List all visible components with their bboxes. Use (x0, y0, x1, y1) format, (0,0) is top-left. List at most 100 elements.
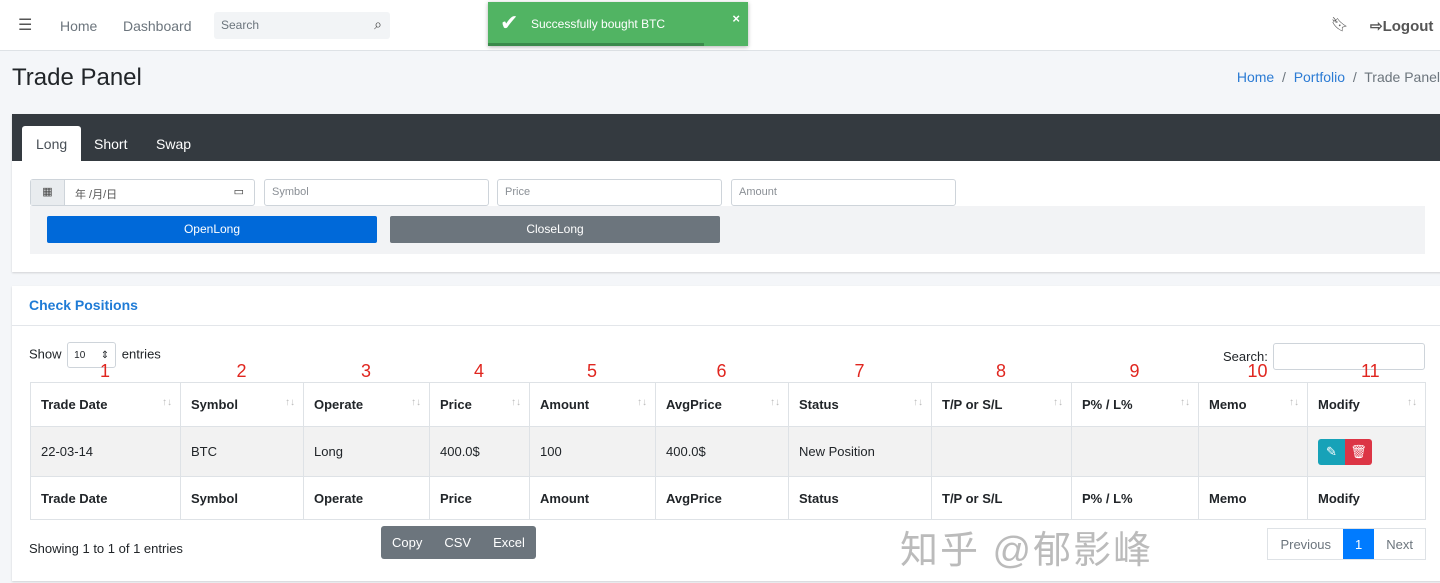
table-cell: 400.0$ (655, 426, 789, 477)
csv-button[interactable]: CSV (444, 535, 472, 550)
calendar-icon: ▦ (31, 180, 65, 205)
nav-search-input[interactable]: Search ⌕ (214, 12, 390, 39)
table-cell: 400.0$ (429, 426, 530, 477)
column-label: Modify (1318, 397, 1360, 412)
table-search-input[interactable] (1273, 343, 1425, 370)
tab-swap[interactable]: Swap (156, 136, 192, 152)
positions-title: Check Positions (29, 297, 138, 313)
sort-icon[interactable]: ↑↓ (511, 397, 521, 408)
breadcrumb-home[interactable]: Home (1236, 69, 1275, 85)
toast-progress (488, 43, 704, 46)
sort-icon[interactable]: ↑↓ (162, 397, 172, 408)
breadcrumb-current: Trade Panel (1364, 69, 1440, 85)
success-toast: ✔ Successfully bought BTC × (488, 2, 748, 46)
tab-short[interactable]: Short (94, 136, 128, 152)
sort-icon[interactable]: ↑↓ (1289, 397, 1299, 408)
pagination: Previous 1 Next (1267, 528, 1426, 560)
nav-home[interactable]: Home (60, 18, 98, 34)
column-footer: T/P or S/L (931, 476, 1072, 520)
nav-dashboard[interactable]: Dashboard (123, 18, 192, 34)
tab-long[interactable]: Long (22, 126, 82, 161)
menu-icon[interactable]: ☰ (18, 17, 33, 34)
search-icon[interactable]: ⌕ (374, 16, 382, 32)
entries-select[interactable]: 10 ⇕ (67, 342, 117, 368)
column-label: T/P or S/L (942, 397, 1003, 412)
positions-table: Trade Date ↑↓ Symbol ↑↓ Operate ↑↓ Price ↑↓ Amou… (30, 382, 1426, 520)
column-label: AvgPrice (666, 397, 722, 412)
action-row: OpenLong CloseLong (30, 206, 1425, 254)
page-1-button[interactable]: 1 (1343, 529, 1375, 559)
table-cell (1198, 426, 1308, 477)
table-cell (931, 426, 1072, 477)
column-footer: Price (429, 476, 530, 520)
breadcrumb-portfolio[interactable]: Portfolio (1293, 69, 1346, 85)
column-header[interactable]: Modify ↑↓ (1307, 382, 1426, 427)
column-footer: Modify (1307, 476, 1426, 520)
column-header[interactable]: Amount ↑↓ (529, 382, 656, 427)
date-picker-icon[interactable]: ▭ (233, 186, 244, 198)
column-footer: Amount (529, 476, 656, 520)
column-header[interactable]: P% / L% ↑↓ (1071, 382, 1199, 427)
logout-button[interactable]: ⇨Logout (1370, 18, 1434, 35)
sort-icon[interactable]: ↑↓ (913, 397, 923, 408)
close-icon[interactable]: × (732, 11, 740, 26)
column-annotation: 7 (854, 361, 865, 381)
symbol-input[interactable]: Symbol (264, 179, 489, 206)
column-header[interactable]: Operate ↑↓ (303, 382, 430, 427)
column-footer: Symbol (180, 476, 304, 520)
column-label: Trade Date (41, 397, 108, 412)
edit-icon[interactable]: ✎ (1318, 438, 1345, 465)
column-annotation: 5 (587, 361, 598, 381)
sort-icon[interactable]: ↑↓ (1407, 397, 1417, 408)
close-long-button[interactable]: CloseLong (390, 216, 720, 243)
entries-length: Show 10 ⇕ entries (29, 342, 161, 368)
sort-icon[interactable]: ↑↓ (411, 397, 421, 408)
amount-input[interactable]: Amount (731, 179, 956, 206)
column-label: Memo (1209, 397, 1247, 412)
excel-button[interactable]: Excel (493, 535, 525, 550)
date-placeholder: 年 /月/日 (75, 189, 118, 201)
breadcrumb: Home / Portfolio / Trade Panel (1236, 69, 1440, 85)
column-annotation: 1 (100, 361, 111, 381)
next-button[interactable]: Next (1386, 537, 1413, 552)
price-input[interactable]: Price (497, 179, 722, 206)
positions-card: Check Positions Show 10 ⇕ entries Search… (12, 286, 1440, 581)
sort-icon[interactable]: ↑↓ (637, 397, 647, 408)
table-cell: New Position (788, 426, 932, 477)
column-header[interactable]: T/P or S/L ↑↓ (931, 382, 1072, 427)
open-long-button[interactable]: OpenLong (47, 216, 377, 243)
column-header[interactable]: Symbol ↑↓ (180, 382, 304, 427)
sort-icon[interactable]: ↑↓ (1180, 397, 1190, 408)
column-annotation: 8 (996, 361, 1007, 381)
trade-tabs: Long Short Swap (12, 114, 1440, 161)
search-label: Search: (1223, 349, 1268, 364)
column-footer: Memo (1198, 476, 1308, 520)
column-header[interactable]: Memo ↑↓ (1198, 382, 1308, 427)
column-footer: Trade Date (30, 476, 181, 520)
column-label: Status (799, 397, 839, 412)
column-header[interactable]: Trade Date ↑↓ (30, 382, 181, 427)
column-footer: P% / L% (1071, 476, 1199, 520)
sort-icon[interactable]: ↑↓ (285, 397, 295, 408)
bookmark-icon[interactable]: 🔖︎ (1331, 16, 1349, 32)
copy-button[interactable]: Copy (392, 535, 423, 550)
column-header[interactable]: AvgPrice ↑↓ (655, 382, 789, 427)
table-row: 22-03-14 BTC Long 400.0$ 100 400.0$ New Positi… (30, 426, 1426, 477)
sort-icon[interactable]: ↑↓ (1053, 397, 1063, 408)
previous-button[interactable]: Previous (1280, 537, 1332, 552)
column-header[interactable]: Status ↑↓ (788, 382, 932, 427)
entries-label: entries (121, 346, 161, 362)
table-cell: Long (303, 426, 430, 477)
table-info: Showing 1 to 1 of 1 entries (29, 541, 183, 556)
entries-value: 10 (74, 350, 86, 361)
trash-icon[interactable]: 🗑︎ (1345, 438, 1372, 465)
toast-message: Successfully bought BTC (531, 17, 666, 31)
sort-icon[interactable]: ↑↓ (770, 397, 780, 408)
column-label: Operate (314, 397, 364, 412)
trade-card: Long Short Swap ▦ 年 /月/日 ▭ Symbol Price … (12, 114, 1440, 272)
column-annotation: 6 (716, 361, 727, 381)
date-input[interactable]: ▦ 年 /月/日 ▭ (30, 179, 255, 206)
column-footer: Operate (303, 476, 430, 520)
column-header[interactable]: Price ↑↓ (429, 382, 530, 427)
column-annotation: 2 (236, 361, 247, 381)
